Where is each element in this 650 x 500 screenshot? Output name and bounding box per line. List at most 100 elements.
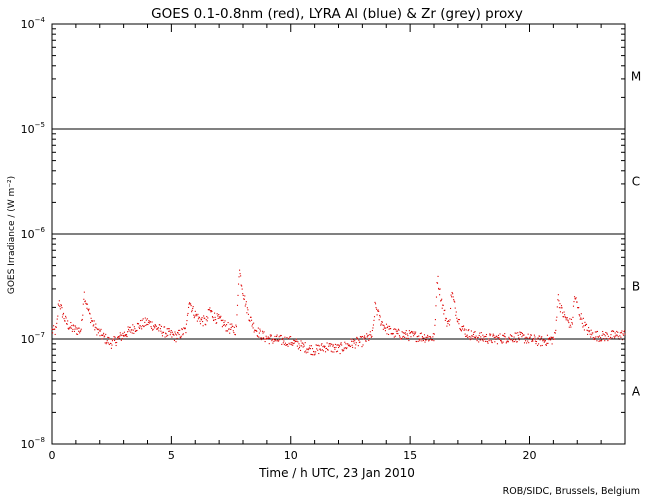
data-point bbox=[376, 314, 378, 316]
data-point bbox=[599, 340, 601, 342]
data-point bbox=[525, 336, 527, 338]
data-point bbox=[354, 347, 356, 349]
data-point bbox=[239, 269, 241, 271]
data-point bbox=[483, 338, 485, 340]
data-point bbox=[224, 325, 227, 327]
data-point bbox=[165, 333, 167, 335]
data-point bbox=[483, 336, 485, 338]
data-point bbox=[366, 336, 368, 338]
data-point bbox=[598, 340, 600, 342]
data-point bbox=[296, 340, 298, 342]
data-point bbox=[270, 335, 272, 337]
data-point bbox=[127, 331, 129, 333]
data-point bbox=[345, 348, 347, 350]
data-point bbox=[607, 335, 609, 337]
data-point bbox=[545, 344, 547, 346]
data-point bbox=[58, 300, 60, 302]
data-point bbox=[302, 342, 304, 344]
data-point bbox=[403, 332, 405, 334]
data-point bbox=[251, 319, 253, 321]
data-point bbox=[234, 334, 236, 336]
data-point bbox=[284, 342, 286, 344]
data-point bbox=[619, 332, 621, 334]
data-point bbox=[581, 322, 583, 324]
data-point bbox=[596, 340, 598, 342]
data-point bbox=[585, 323, 588, 325]
data-point bbox=[209, 310, 211, 312]
data-point bbox=[139, 327, 141, 329]
data-point bbox=[374, 303, 377, 305]
data-point bbox=[282, 337, 284, 339]
data-point bbox=[121, 338, 123, 340]
data-point bbox=[413, 331, 415, 333]
data-point bbox=[427, 336, 429, 338]
data-point bbox=[417, 340, 419, 342]
data-point bbox=[59, 308, 61, 310]
data-point bbox=[320, 344, 322, 346]
data-point bbox=[326, 342, 328, 344]
data-point bbox=[352, 340, 354, 343]
data-point bbox=[432, 333, 434, 335]
data-point bbox=[609, 336, 612, 338]
data-point bbox=[359, 341, 361, 343]
data-point bbox=[579, 315, 581, 317]
data-point bbox=[56, 318, 58, 320]
data-point bbox=[343, 349, 345, 351]
data-point bbox=[228, 328, 230, 330]
data-point bbox=[419, 340, 421, 342]
data-point bbox=[540, 345, 542, 347]
data-point bbox=[318, 352, 320, 355]
data-point bbox=[206, 315, 208, 318]
data-point bbox=[146, 318, 148, 320]
data-point bbox=[218, 316, 220, 318]
data-point bbox=[557, 294, 559, 296]
data-point bbox=[327, 349, 329, 351]
data-point bbox=[405, 330, 407, 332]
data-point bbox=[122, 332, 124, 334]
data-point bbox=[70, 321, 72, 324]
data-point bbox=[118, 336, 120, 338]
data-point bbox=[185, 323, 187, 325]
data-point bbox=[443, 313, 445, 315]
data-point bbox=[253, 331, 255, 333]
data-point bbox=[89, 313, 91, 315]
data-point bbox=[225, 330, 227, 332]
data-point bbox=[317, 344, 319, 346]
data-point bbox=[317, 349, 319, 351]
data-point bbox=[334, 348, 336, 350]
data-point bbox=[332, 345, 334, 347]
data-point bbox=[97, 329, 99, 331]
data-point bbox=[259, 330, 261, 332]
data-point bbox=[437, 275, 439, 277]
data-point bbox=[197, 318, 199, 320]
data-point bbox=[530, 334, 532, 336]
data-point bbox=[95, 327, 97, 329]
data-point bbox=[266, 337, 268, 339]
data-point bbox=[252, 323, 254, 325]
data-point bbox=[270, 334, 272, 336]
data-point bbox=[504, 336, 506, 338]
data-point bbox=[537, 337, 539, 339]
data-point bbox=[258, 332, 260, 334]
data-point bbox=[182, 334, 184, 336]
data-point bbox=[194, 315, 196, 317]
data-point bbox=[285, 344, 287, 346]
data-point bbox=[280, 334, 282, 337]
data-point bbox=[493, 334, 495, 336]
data-point bbox=[478, 341, 480, 343]
data-point bbox=[224, 320, 226, 322]
data-point bbox=[573, 301, 575, 303]
data-point bbox=[380, 324, 382, 326]
data-point bbox=[172, 333, 174, 335]
data-point bbox=[547, 342, 549, 344]
data-point bbox=[277, 339, 279, 341]
data-point bbox=[466, 334, 468, 336]
data-point bbox=[150, 326, 152, 328]
data-point bbox=[586, 329, 588, 331]
data-point bbox=[362, 344, 364, 346]
data-point bbox=[445, 318, 447, 320]
data-point bbox=[239, 273, 241, 275]
data-point bbox=[531, 339, 533, 341]
data-point bbox=[412, 333, 414, 335]
data-point bbox=[485, 335, 487, 338]
